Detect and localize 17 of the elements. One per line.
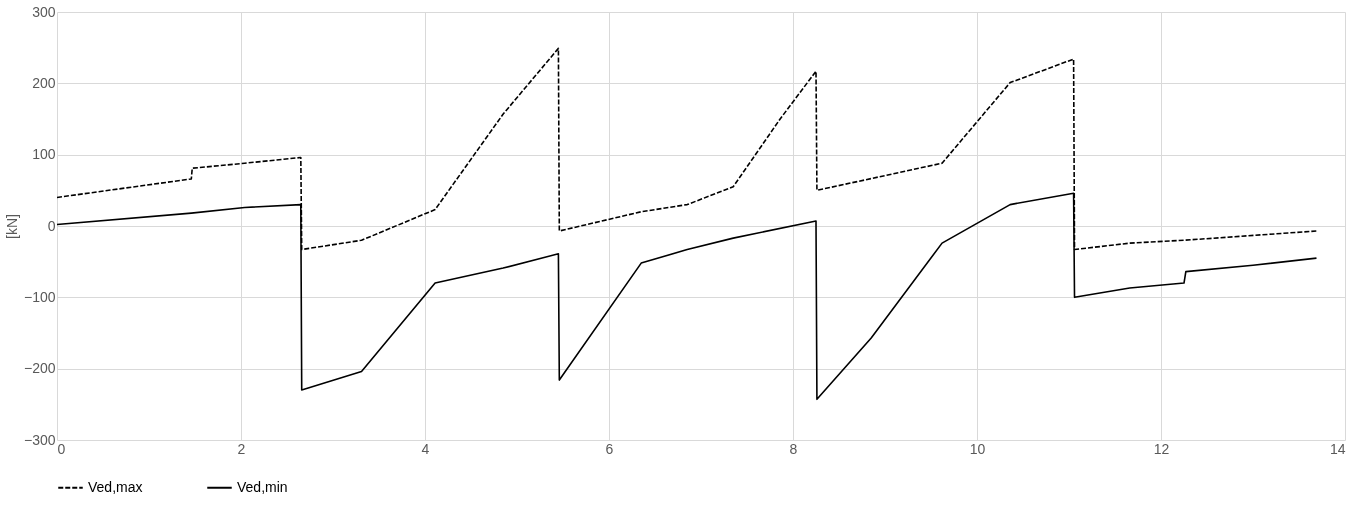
y-tick-label: 100 — [32, 146, 56, 163]
y-tick-label: 200 — [32, 74, 56, 91]
y-tick-label: 0 — [47, 217, 56, 234]
x-tick-label: 12 — [1153, 440, 1170, 457]
legend-label: Ved,max — [88, 478, 143, 495]
x-tick-label: 4 — [421, 440, 430, 457]
x-tick-label: 10 — [969, 440, 986, 457]
x-tick-label: 8 — [789, 440, 798, 457]
y-axis-title: [kN] — [3, 214, 20, 239]
y-tick-label: 300 — [32, 3, 56, 20]
x-tick-label: 2 — [237, 440, 246, 457]
x-tick-label: 6 — [605, 440, 614, 457]
y-tick-label: −200 — [23, 360, 56, 377]
x-tick-label: 14 — [1329, 440, 1346, 457]
legend-label: Ved,min — [237, 478, 288, 495]
y-tick-label: −300 — [23, 431, 56, 448]
y-tick-label: −100 — [23, 288, 56, 305]
